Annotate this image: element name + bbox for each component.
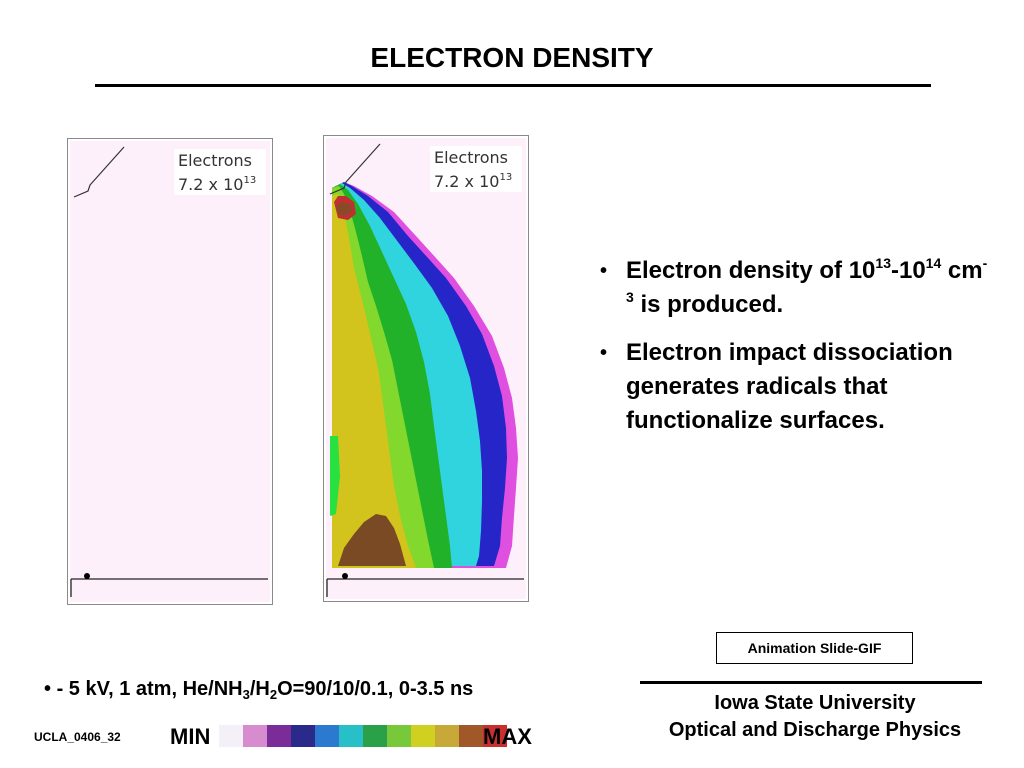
scale-swatch (411, 725, 435, 747)
species-label: Electrons 7.2 x 1013 (174, 149, 266, 195)
scale-swatch (483, 725, 507, 747)
animation-slide-button[interactable]: Animation Slide-GIF (716, 632, 913, 664)
scale-swatch (267, 725, 291, 747)
electrode-tip-outline (73, 146, 125, 198)
species-peak-value: 7.2 x 1013 (434, 172, 513, 191)
bullet-dot-icon: • (600, 342, 608, 364)
density-field-background (70, 141, 270, 602)
bullet-dot-icon: • (44, 678, 52, 700)
ground-plane-line (326, 578, 524, 597)
electrode-geometry-svg (70, 146, 268, 597)
title-divider (95, 84, 931, 87)
electrode-tip-outline (329, 143, 381, 195)
contour-yellow (332, 194, 416, 568)
ground-contact-dot (342, 573, 348, 579)
species-label: Electrons 7.2 x 1013 (430, 146, 522, 192)
species-name: Electrons (178, 151, 252, 170)
bullet-impact-dissociation: • Electron impact dissociation generates… (598, 336, 988, 438)
scale-min-label: MIN (170, 724, 211, 749)
scale-swatch (459, 725, 483, 747)
scale-swatch (363, 725, 387, 747)
scale-max-label: MAX (483, 724, 532, 749)
scale-swatch (243, 725, 267, 747)
scale-swatch (219, 725, 243, 747)
scale-swatch (315, 725, 339, 747)
ground-plane-line (70, 578, 268, 597)
bright-green-edge (330, 436, 340, 516)
bullet-dot-icon: • (600, 260, 608, 282)
conditions-text: • - 5 kV, 1 atm, He/NH3/H2O=90/10/0.1, 0… (44, 678, 474, 702)
ground-contact-dot (84, 573, 90, 579)
slide-title: ELECTRON DENSITY (370, 42, 654, 73)
scale-swatch (387, 725, 411, 747)
scale-swatch (339, 725, 363, 747)
institution-divider (640, 681, 982, 684)
institution-name: Iowa State University (714, 692, 916, 714)
slide-id: UCLA_0406_32 (34, 730, 121, 744)
bullet-electron-density: • Electron density of 1013-1014 cm-3 is … (600, 255, 988, 318)
scale-swatch (435, 725, 459, 747)
species-name: Electrons (434, 148, 508, 167)
group-name: Optical and Discharge Physics (668, 719, 962, 741)
bullet-list: • Electron density of 1013-1014 cm-3 is … (598, 254, 988, 452)
species-peak-value: 7.2 x 1013 (178, 175, 257, 194)
electron-density-panel-initial: Electrons 7.2 x 1013 (67, 138, 273, 605)
contour-brown-base (338, 514, 406, 566)
color-scale-bar (219, 725, 507, 747)
contour-brown-tip (336, 202, 352, 216)
density-contour-svg (326, 143, 524, 597)
electron-density-panel-developed: Electrons 7.2 x 1013 (323, 135, 529, 602)
institution-block: Iowa State University Optical and Discha… (640, 690, 990, 744)
scale-swatch (291, 725, 315, 747)
